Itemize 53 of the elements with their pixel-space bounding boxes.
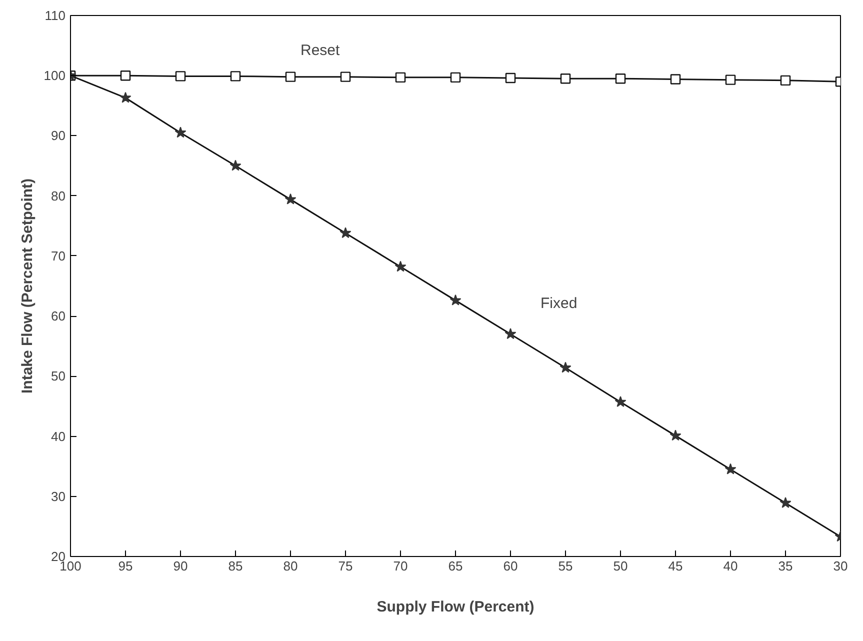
y-tick-label: 70 — [51, 248, 66, 264]
x-tick-label: 65 — [448, 558, 463, 574]
point — [175, 71, 186, 82]
x-tick-label: 60 — [503, 558, 518, 574]
series-label: Reset — [300, 42, 341, 59]
point — [670, 74, 681, 84]
x-tick-label: 30 — [833, 558, 848, 574]
y-tick-label: 30 — [51, 488, 66, 504]
x-tick-label: 55 — [558, 558, 573, 574]
point — [780, 497, 792, 508]
point — [394, 260, 406, 272]
point — [450, 294, 462, 306]
x-tick-label: 40 — [723, 558, 738, 574]
x-tick-label: 75 — [338, 558, 353, 574]
y-tick-label: 50 — [51, 368, 66, 384]
point — [120, 70, 131, 81]
point — [285, 72, 296, 82]
x-tick-label: 95 — [118, 558, 133, 574]
y-tick-label: 60 — [51, 308, 66, 324]
y-tick-label: 40 — [51, 428, 66, 444]
x-axis-title: Supply Flow (Percent) — [376, 598, 534, 616]
x-tick-label: 80 — [283, 558, 298, 574]
y-tick-label: 90 — [51, 128, 66, 144]
point — [504, 328, 516, 340]
point — [230, 160, 242, 171]
y-tick-label: 110 — [44, 8, 66, 23]
point — [615, 74, 626, 84]
y-axis-title: Intake Flow (Percent Setpoint) — [18, 178, 36, 394]
point — [614, 396, 626, 407]
y-tick-label: 100 — [44, 68, 66, 84]
point — [724, 463, 736, 474]
x-tick-label: 85 — [228, 558, 243, 574]
point — [340, 72, 351, 82]
point — [450, 72, 461, 83]
y-tick-label: 80 — [51, 188, 66, 204]
point — [780, 75, 791, 86]
point — [340, 227, 352, 238]
point — [120, 92, 132, 103]
point — [284, 193, 296, 204]
point — [560, 362, 572, 373]
point — [395, 72, 406, 83]
x-tick-label: 45 — [668, 558, 683, 574]
point — [505, 72, 516, 84]
point — [560, 74, 571, 84]
text: Fixed — [540, 295, 578, 312]
point — [174, 126, 186, 138]
x-tick-label: 90 — [173, 558, 188, 574]
x-tick-label: 35 — [778, 558, 793, 574]
point — [230, 71, 241, 82]
x-tick-label: 70 — [393, 558, 408, 574]
x-tick-label: 50 — [613, 558, 628, 574]
point — [670, 430, 682, 441]
point — [725, 74, 736, 85]
